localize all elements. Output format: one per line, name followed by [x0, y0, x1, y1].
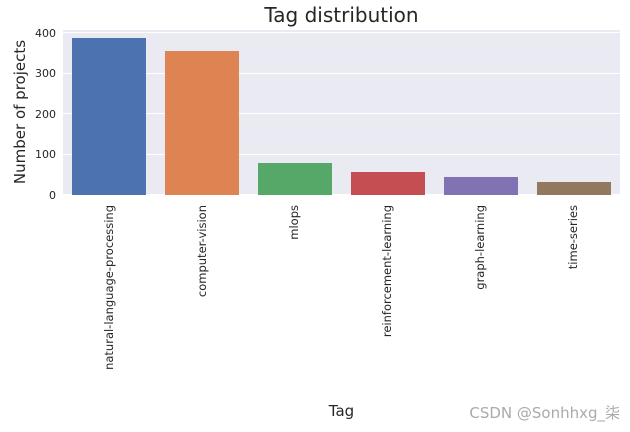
gridline-y-100	[63, 153, 620, 155]
x-tick-label-reinforcement-learning: reinforcement-learning	[380, 205, 395, 338]
y-tick-label-300: 300	[35, 67, 56, 81]
x-tick-label-mlops: mlops	[287, 205, 302, 240]
x-tick-slot: graph-learning	[434, 205, 527, 400]
bar-reinforcement-learning	[350, 172, 425, 195]
bar-computer-vision	[165, 51, 240, 195]
y-tick-label-200: 200	[35, 107, 56, 121]
bar-graph-learning	[443, 176, 518, 195]
x-tick-slot: mlops	[249, 205, 342, 400]
x-tick-slot: natural-language-processing	[63, 205, 156, 400]
bar-mlops	[258, 163, 333, 195]
y-tick-label-100: 100	[35, 148, 56, 162]
chart-title: Tag distribution	[264, 3, 419, 27]
x-tick-label-natural-language-processing: natural-language-processing	[101, 205, 116, 370]
x-tick-slot: time-series	[527, 205, 620, 400]
x-tick-label-time-series: time-series	[565, 205, 580, 270]
x-axis-label: Tag	[328, 402, 355, 420]
bar-natural-language-processing	[72, 38, 147, 195]
gridline-y-0	[63, 194, 620, 195]
y-axis-ticks: 0 100 200 300 400	[0, 0, 56, 432]
x-tick-slot: computer-vision	[156, 205, 249, 400]
x-tick-label-graph-learning: graph-learning	[473, 205, 488, 290]
y-tick-label-400: 400	[35, 26, 56, 40]
gridline-y-400	[63, 32, 620, 34]
watermark: CSDN @Sonhhxg_柒	[469, 404, 620, 422]
gridline-y-200	[63, 113, 620, 115]
gridline-y-300	[63, 72, 620, 74]
plot-area	[63, 30, 620, 195]
x-tick-slot: reinforcement-learning	[342, 205, 435, 400]
y-tick-label-0: 0	[49, 188, 56, 202]
bar-time-series	[536, 182, 611, 195]
x-tick-label-computer-vision: computer-vision	[194, 205, 209, 298]
